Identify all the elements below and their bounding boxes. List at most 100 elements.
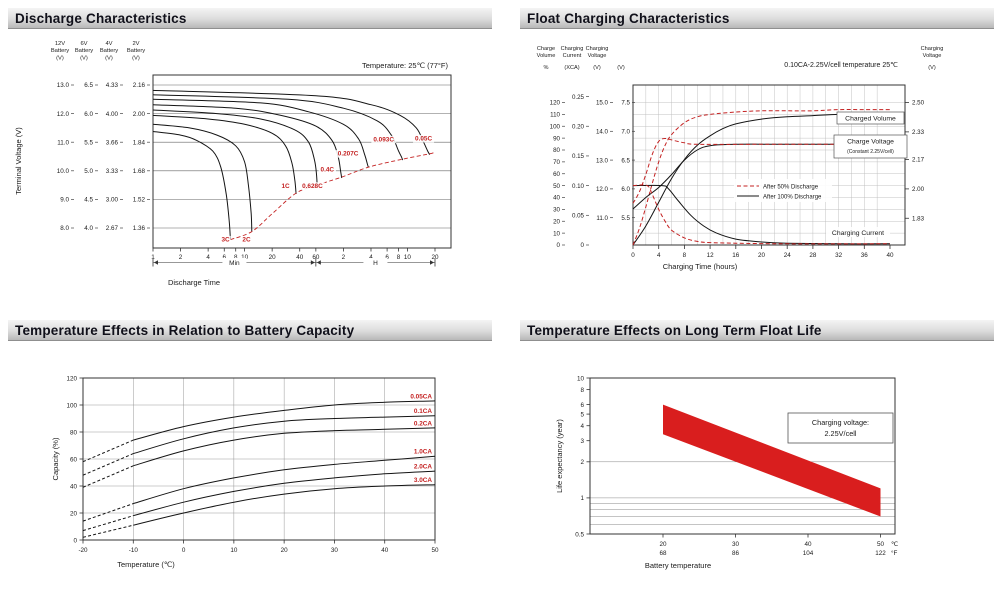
svg-text:90: 90 (553, 135, 560, 142)
svg-text:0.4C: 0.4C (321, 167, 335, 174)
svg-text:40: 40 (381, 547, 389, 554)
float-charging-title-bar: Float Charging Characteristics (520, 8, 994, 29)
svg-text:5.5: 5.5 (621, 215, 630, 222)
panel-discharge: Discharge Characteristics 12V Battery (V) 1… (8, 8, 492, 316)
discharge-chart: 12VBattery(V)13.012.011.010.09.08.06VBat… (8, 29, 492, 314)
svg-text:120: 120 (66, 375, 77, 382)
svg-text:0.05C: 0.05C (415, 135, 432, 142)
svg-text:68: 68 (659, 550, 667, 557)
svg-text:2C: 2C (242, 236, 251, 243)
svg-text:2: 2 (179, 254, 183, 261)
svg-text:2.17: 2.17 (912, 157, 925, 164)
svg-text:0.2CA: 0.2CA (414, 420, 432, 427)
svg-text:(V): (V) (928, 65, 936, 71)
svg-text:86: 86 (732, 550, 740, 557)
svg-text:20: 20 (553, 218, 560, 225)
svg-text:(Constant 2.25V/cell): (Constant 2.25V/cell) (847, 149, 894, 155)
svg-text:10: 10 (230, 547, 238, 554)
svg-text:(V): (V) (593, 65, 601, 71)
svg-text:60: 60 (70, 456, 78, 463)
svg-text:12.0: 12.0 (57, 111, 70, 118)
svg-text:(V): (V) (80, 55, 88, 61)
svg-text:℃: ℃ (891, 541, 898, 548)
svg-text:2.00: 2.00 (133, 111, 146, 118)
svg-text:11.0: 11.0 (596, 215, 608, 222)
svg-text:0.05: 0.05 (572, 213, 585, 220)
svg-text:60: 60 (312, 254, 320, 261)
svg-text:°F: °F (891, 549, 898, 557)
svg-text:2.0CA: 2.0CA (414, 463, 432, 470)
svg-text:104: 104 (803, 550, 814, 557)
svg-text:4.0: 4.0 (84, 225, 93, 232)
svg-text:40: 40 (70, 483, 78, 490)
svg-text:0.25: 0.25 (572, 94, 585, 101)
svg-text:6: 6 (385, 254, 389, 261)
svg-text:4: 4 (657, 252, 661, 259)
svg-text:12.0: 12.0 (596, 186, 609, 193)
svg-text:Battery temperature: Battery temperature (645, 561, 711, 570)
svg-text:11.0: 11.0 (57, 139, 69, 146)
svg-text:24: 24 (784, 252, 792, 259)
svg-text:Charge: Charge (537, 46, 555, 52)
svg-text:50: 50 (877, 541, 885, 548)
svg-text:Life expectancy (year): Life expectancy (year) (555, 419, 564, 493)
svg-text:40: 40 (886, 252, 894, 259)
svg-text:6V: 6V (80, 41, 87, 47)
svg-text:Charging: Charging (561, 46, 584, 52)
svg-text:9.0: 9.0 (60, 197, 69, 204)
svg-text:5.5: 5.5 (84, 139, 93, 146)
svg-text:13.0: 13.0 (596, 157, 609, 164)
svg-text:1.0CA: 1.0CA (414, 449, 432, 456)
svg-text:10: 10 (553, 230, 560, 237)
svg-text:2: 2 (580, 459, 584, 466)
float-life-title-bar: Temperature Effects on Long Term Float L… (520, 320, 994, 341)
svg-text:40: 40 (553, 195, 560, 202)
svg-text:0.5: 0.5 (575, 531, 584, 538)
svg-text:3.66: 3.66 (106, 139, 119, 146)
temp-capacity-title: Temperature Effects in Relation to Batte… (15, 322, 355, 338)
svg-text:28: 28 (809, 252, 817, 259)
svg-text:1: 1 (580, 495, 584, 502)
svg-text:7.5: 7.5 (621, 100, 630, 107)
float-life-plot-group: 1086543210.5206830864010450122℃°FChargin… (555, 375, 898, 570)
discharge-title: Discharge Characteristics (15, 10, 187, 26)
svg-text:3: 3 (580, 438, 584, 445)
svg-text:1.36: 1.36 (133, 225, 146, 232)
svg-text:4.00: 4.00 (106, 111, 119, 118)
svg-text:Voltage: Voltage (588, 53, 607, 59)
svg-text:1: 1 (151, 254, 155, 261)
svg-text:4.5: 4.5 (84, 197, 93, 204)
svg-text:6.0: 6.0 (621, 186, 630, 193)
svg-text:100: 100 (550, 123, 561, 130)
temp-capacity-plot-group: 0 20 40 60 80 100 120 -20 -10 0 10 20 30 40 50 Temperat… (51, 375, 439, 569)
svg-text:0.628C: 0.628C (302, 183, 323, 190)
svg-text:14.0: 14.0 (596, 128, 609, 135)
svg-text:30: 30 (331, 547, 339, 554)
svg-text:4.33: 4.33 (106, 82, 119, 89)
temp-capacity-title-bar: Temperature Effects in Relation to Batte… (8, 320, 492, 341)
svg-text:2.33: 2.33 (912, 129, 925, 136)
svg-text:5: 5 (580, 411, 584, 418)
panel-float-charging: Float Charging Characteristics Charge Vol… (520, 8, 994, 316)
svg-text:Charging: Charging (586, 46, 609, 52)
svg-text:(V): (V) (56, 55, 64, 61)
svg-text:Charging: Charging (921, 46, 944, 52)
svg-text:0.10: 0.10 (572, 183, 585, 190)
svg-text:0: 0 (73, 537, 77, 544)
float-charging-title: Float Charging Characteristics (527, 10, 730, 26)
svg-text:10: 10 (577, 375, 585, 382)
svg-text:6.5: 6.5 (621, 157, 630, 164)
svg-text:Current: Current (563, 53, 582, 59)
svg-text:%: % (544, 65, 549, 71)
svg-text:8: 8 (683, 252, 687, 259)
svg-text:6.0: 6.0 (84, 111, 93, 118)
svg-text:4: 4 (369, 254, 373, 261)
svg-text:7.0: 7.0 (621, 128, 630, 135)
svg-text:(V): (V) (617, 65, 625, 71)
svg-text:80: 80 (553, 147, 560, 154)
svg-text:1.68: 1.68 (133, 168, 146, 175)
svg-text:Voltage: Voltage (923, 53, 942, 59)
svg-text:8: 8 (580, 387, 584, 394)
panel-temp-capacity: Temperature Effects in Relation to Batte… (8, 320, 492, 592)
svg-text:Discharge Time: Discharge Time (168, 278, 220, 287)
